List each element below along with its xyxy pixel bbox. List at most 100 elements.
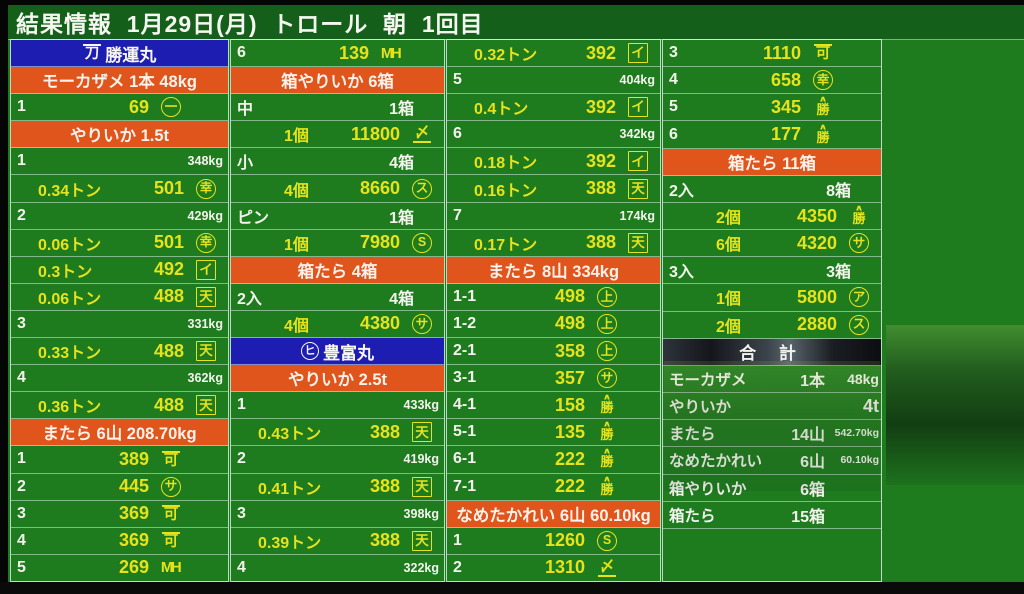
buyer-mark-box: MH [369, 46, 413, 61]
row-price: 1個 5800 ア [663, 284, 881, 312]
unit-price: 388 [369, 476, 400, 497]
buyer-mark-circle: サ [412, 313, 432, 334]
row-species: またら 8山 334kg [447, 256, 660, 284]
buyer-mark-circle: 幸 [196, 178, 216, 199]
row-size: 3入 3箱 [663, 257, 881, 285]
buyer-mark-box: ス [400, 178, 444, 199]
buyer-mark-box: イ [628, 43, 648, 64]
lot-weight: 404kg [619, 73, 655, 88]
sale-price: 369 [118, 530, 149, 551]
buyer-mark-circle: サ [849, 233, 869, 254]
row-total: モーカザメ 1本 48kg [663, 366, 881, 394]
buyer-mark-box: 勝 [801, 98, 845, 116]
row-sale: 1-2 498 上 [447, 311, 660, 339]
row-price: 0.43トン 388 天 [231, 419, 444, 447]
row-price: 0.41トン 388 天 [231, 474, 444, 501]
row-price: 0.4トン 392 イ [447, 94, 660, 122]
buyer-mark-box: イ [628, 97, 648, 118]
total-weight: 48kg [847, 370, 879, 387]
unit-price: 488 [153, 286, 184, 307]
row-sale: 5 345 勝 [663, 94, 881, 122]
buyer-mark-box: 上 [585, 313, 629, 334]
row-price: 0.39トン 388 天 [231, 528, 444, 555]
quantity-label: 4個 [284, 317, 309, 335]
row-price: 0.34トン 501 幸 [11, 175, 228, 203]
species-header-label: モーカザメ 1本 48kg [42, 73, 197, 92]
lot-weight: 398kg [403, 506, 439, 521]
buyer-mark-box: 天 [412, 530, 432, 551]
lot-number: 3 [237, 504, 246, 522]
row-price: 0.32トン 392 イ [447, 40, 660, 68]
lot-weight: 174kg [619, 208, 655, 223]
lot-weight: 331kg [187, 316, 223, 331]
row-price: 1個 7980 S [231, 230, 444, 257]
size-label: 2入 [237, 290, 262, 308]
unit-price: 388 [585, 178, 616, 199]
quantity-label: 1個 [284, 236, 309, 254]
sale-number: 4-1 [453, 396, 477, 414]
buyer-mark-box: MH [149, 560, 193, 575]
buyer-mark-box: 勝 [837, 207, 881, 225]
quantity-label: 0.32トン [474, 47, 538, 65]
sale-number: 6 [669, 125, 678, 143]
total-count: 15箱 [791, 508, 825, 526]
sale-number: 2-1 [453, 342, 477, 360]
buyer-mark-circle: S [412, 232, 432, 253]
unit-price: 2880 [796, 314, 837, 335]
buyer-mark-caret: 勝 [600, 401, 613, 414]
quantity-label: 0.36トン [38, 399, 102, 417]
unit-price: 501 [153, 178, 184, 199]
quantity-label: 6個 [716, 237, 741, 255]
quantity-label: 4個 [284, 182, 309, 200]
row-total: やりいか 4t [663, 393, 881, 421]
buyer-mark-box: サ [149, 476, 193, 497]
row-lot: 4 362kg [11, 365, 228, 393]
sale-price: 498 [554, 286, 585, 307]
buyer-mark-box: 上 [585, 341, 629, 362]
quantity-label: 2個 [716, 318, 741, 336]
buyer-mark-box: 天 [196, 395, 216, 416]
sale-price: 658 [770, 69, 801, 90]
row-species: 箱たら 11箱 [663, 148, 881, 176]
box-count: 8箱 [826, 182, 851, 200]
lot-number: 3 [17, 314, 26, 332]
buyer-mark-circle: サ [161, 476, 181, 497]
lot-number: 1 [237, 396, 246, 414]
lot-number: 5 [453, 71, 462, 89]
total-species-name: 箱たら [669, 507, 716, 525]
row-sale: 6-1 222 勝 [447, 446, 660, 474]
total-count: 14山 [791, 427, 825, 445]
sale-price: 135 [554, 421, 585, 442]
row-price: 0.18トン 392 イ [447, 148, 660, 176]
sale-number: 1 [453, 531, 462, 549]
row-sale: 5 269 MH [11, 555, 228, 581]
buyer-mark-box: 天 [400, 530, 444, 551]
buyer-mark-box: 天 [616, 232, 660, 253]
row-size: ピン 1箱 [231, 203, 444, 230]
row-sale: 1 389 可 [11, 446, 228, 474]
row-sale: 6 139 MH [231, 40, 444, 68]
sale-number: 3-1 [453, 369, 477, 387]
buyer-mark-box: S [400, 232, 444, 253]
row-price: 2個 2880 ス [663, 312, 881, 339]
row-price: 0.3トン 492 イ [11, 257, 228, 284]
buyer-mark-circle: サ [597, 368, 617, 389]
row-total: なめたかれい 6山 60.10kg [663, 447, 881, 475]
buyer-mark-box: 天 [628, 178, 648, 199]
buyer-mark-circle: ヒ [301, 342, 319, 361]
total-count: 6山 [800, 454, 825, 472]
row-size: 小 4箱 [231, 148, 444, 176]
unit-price: 8660 [359, 178, 400, 199]
row-price: 6個 4320 サ [663, 230, 881, 258]
sale-price: 345 [770, 96, 801, 117]
buyer-mark-overline: 刀 [82, 44, 102, 63]
box-count: 4箱 [389, 290, 414, 308]
sale-number: 1-1 [453, 287, 477, 305]
quantity-label: 1個 [716, 291, 741, 309]
row-lot: 4 322kg [231, 555, 444, 581]
quantity-label: 0.06トン [38, 290, 102, 308]
row-sale: 2 445 サ [11, 474, 228, 501]
lot-number: 4 [17, 369, 26, 387]
row-total: 箱たら 15箱 [663, 502, 881, 529]
size-label: 中 [237, 101, 254, 119]
